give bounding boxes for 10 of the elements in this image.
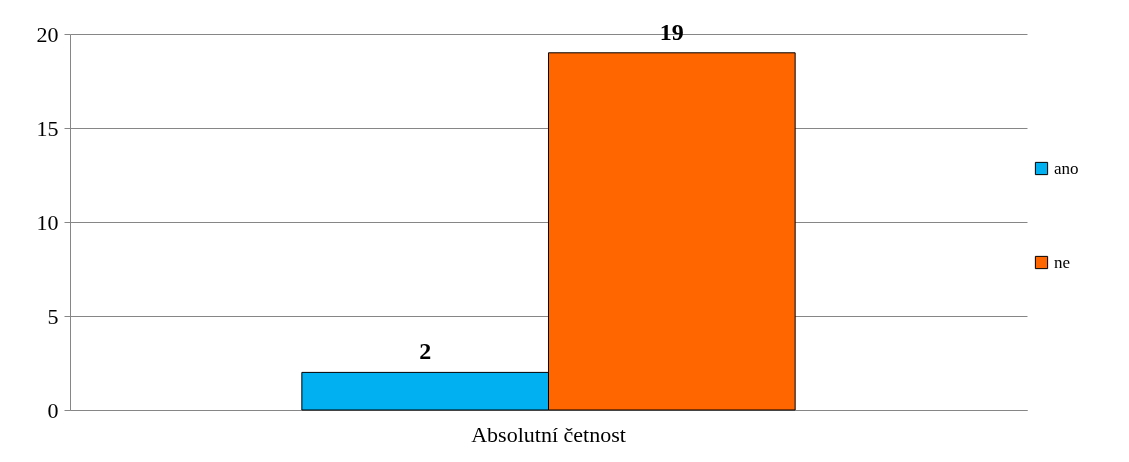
data-label: 2 — [419, 338, 432, 365]
legend-label: ne — [1054, 252, 1071, 272]
y-tick-label: 10 — [36, 209, 59, 235]
y-tick-label: 0 — [47, 397, 59, 423]
data-label: 19 — [659, 18, 684, 45]
y-tick-label: 20 — [36, 21, 59, 47]
y-tick-label: 5 — [47, 303, 59, 329]
x-tick-label: Absolutní četnost — [471, 421, 626, 447]
legend-label: ano — [1054, 158, 1079, 178]
y-tick-label: 15 — [36, 115, 59, 141]
